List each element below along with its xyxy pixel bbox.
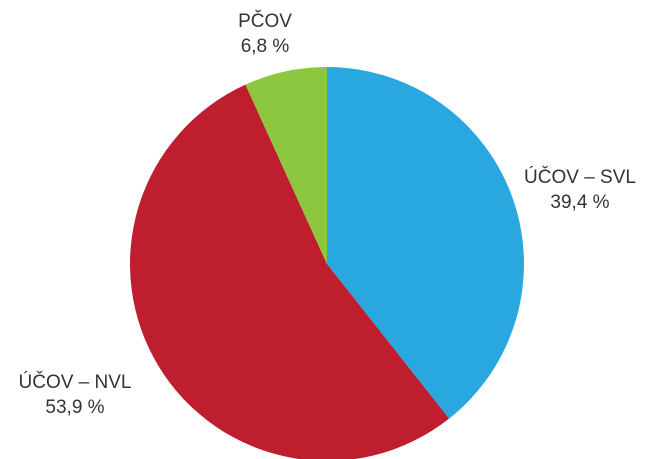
- pie-slice: [130, 84, 450, 459]
- slice-value-label: 6,8 %: [241, 36, 290, 57]
- slice-value-label: 53,9 %: [45, 397, 104, 418]
- slice-label: ÚČOV – SVL: [524, 166, 636, 188]
- pie-slice: [327, 67, 524, 419]
- slice-value-label: 39,4 %: [550, 192, 609, 213]
- slice-label: PČOV: [238, 10, 292, 32]
- pie-slice: [245, 67, 327, 264]
- slice-label: ÚČOV – NVL: [19, 371, 132, 393]
